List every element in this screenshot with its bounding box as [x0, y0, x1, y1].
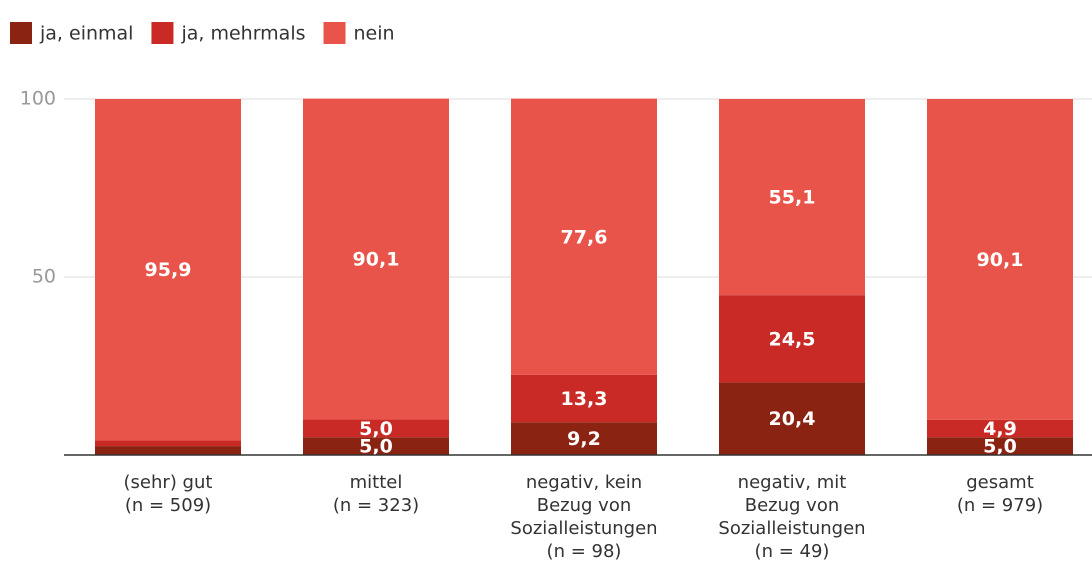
- bar-segment: [303, 437, 449, 455]
- x-tick-label: gesamt: [966, 472, 1034, 493]
- bar-segment: [719, 382, 865, 455]
- x-tick-label: (n = 509): [125, 495, 211, 516]
- x-tick-label: Sozialleistungen: [718, 518, 865, 539]
- value-label: 24,5: [769, 328, 816, 350]
- bar-segment: [927, 99, 1073, 420]
- value-label: 9,2: [567, 428, 601, 450]
- value-label: 4,9: [983, 418, 1017, 440]
- bar-segment: [511, 98, 657, 375]
- value-label: 20,4: [769, 408, 816, 430]
- y-tick-label: 50: [32, 266, 56, 288]
- legend-swatch: [323, 22, 346, 44]
- value-label: 90,1: [353, 249, 400, 271]
- bar-segment: [511, 374, 657, 423]
- value-label: 5,0: [359, 436, 393, 458]
- value-label: 55,1: [769, 187, 816, 209]
- value-label: 90,1: [977, 249, 1024, 271]
- bar-segment: [719, 295, 865, 383]
- legend-label: ja, mehrmals: [180, 23, 305, 45]
- x-tick-label: Bezug von: [537, 495, 632, 516]
- x-tick-label: Sozialleistungen: [510, 518, 657, 539]
- value-label: 5,0: [359, 418, 393, 440]
- value-label: 13,3: [561, 388, 608, 410]
- bar-segment: [719, 99, 865, 296]
- legend-swatch: [10, 22, 32, 44]
- bar-segment: [511, 422, 657, 455]
- bar-segment: [927, 437, 1073, 455]
- bar-segment: [927, 419, 1073, 438]
- value-label: 5,0: [983, 436, 1017, 458]
- value-label: 77,6: [561, 226, 608, 248]
- bar-segment: [95, 440, 241, 447]
- x-tick-label: mittel: [350, 472, 403, 493]
- x-tick-label: Bezug von: [745, 495, 840, 516]
- legend-label: nein: [354, 23, 395, 45]
- legend-label: ja, einmal: [39, 23, 133, 45]
- value-label: 95,9: [145, 259, 192, 281]
- x-tick-label: (n = 979): [957, 495, 1043, 516]
- x-tick-label: (n = 49): [755, 541, 830, 562]
- x-tick-label: (n = 323): [333, 495, 419, 516]
- x-tick-label: negativ, kein: [526, 472, 642, 493]
- legend-swatch: [151, 22, 174, 44]
- bar-segment: [95, 99, 241, 441]
- bar-segment: [303, 98, 449, 420]
- x-tick-label: (n = 98): [547, 541, 622, 562]
- y-tick-label: 100: [20, 88, 56, 110]
- bar-segment: [95, 446, 241, 455]
- bar-segment: [303, 419, 449, 438]
- x-tick-label: (sehr) gut: [124, 472, 213, 493]
- x-tick-label: negativ, mit: [738, 472, 847, 493]
